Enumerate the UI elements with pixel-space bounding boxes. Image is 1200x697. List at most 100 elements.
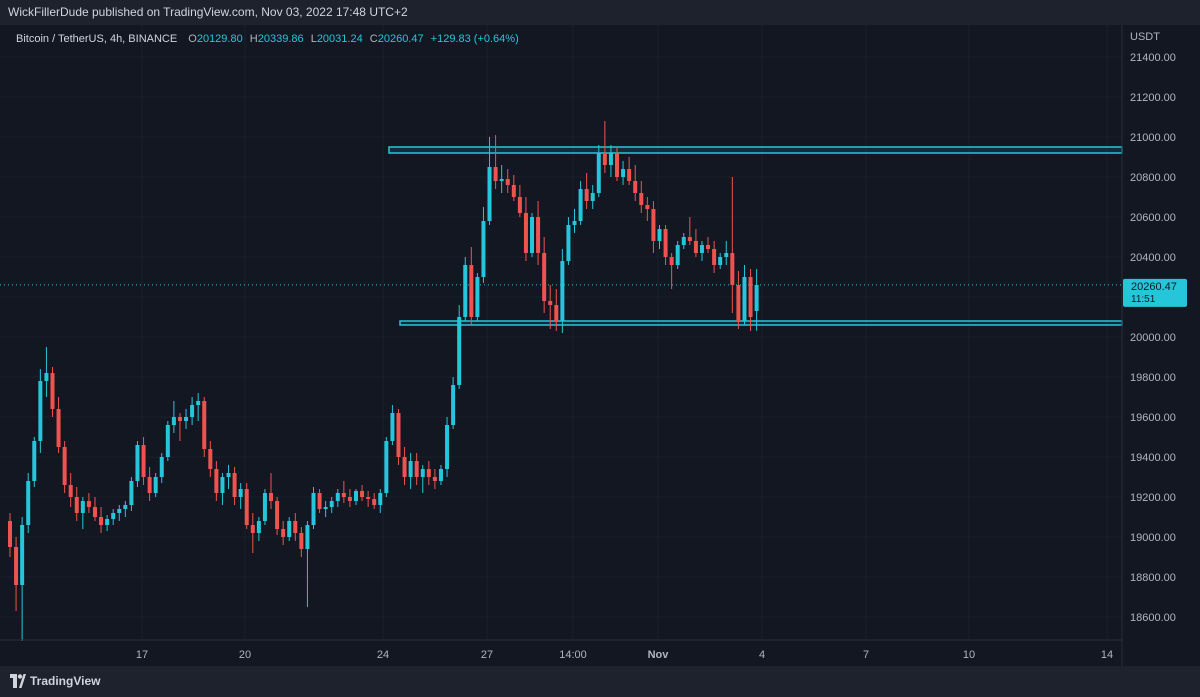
candle-body — [86, 501, 91, 507]
candle-body — [129, 481, 134, 505]
price-tick-label: 19000.00 — [1130, 532, 1176, 544]
candle — [165, 421, 170, 461]
candle — [372, 493, 377, 509]
candle — [335, 489, 340, 507]
candle-body — [177, 417, 182, 421]
candle — [578, 181, 583, 225]
candle — [639, 181, 644, 213]
candle — [420, 465, 425, 493]
candle-body — [8, 521, 12, 547]
candle — [384, 437, 389, 497]
candle — [724, 241, 729, 265]
candle — [487, 137, 492, 225]
candle-body — [657, 229, 662, 241]
candle — [517, 185, 522, 217]
price-tick-label: 19600.00 — [1130, 412, 1176, 424]
candle — [190, 397, 195, 425]
candle — [554, 289, 559, 331]
candle-body — [341, 493, 346, 497]
open-label: O — [188, 33, 197, 45]
candle-body — [724, 253, 729, 257]
candle-body — [754, 284, 759, 312]
candle-body — [329, 501, 334, 507]
candle — [596, 145, 601, 197]
candle-body — [457, 317, 462, 385]
candle-body — [360, 491, 365, 497]
candle-body — [718, 257, 723, 265]
candle-body — [159, 457, 164, 477]
candles — [8, 121, 759, 641]
candle-body — [469, 265, 474, 317]
candle — [542, 237, 547, 313]
candle-body — [712, 249, 717, 265]
time-axis[interactable]: 17 20 24 27 14:00 Nov 4 7 10 14 — [0, 639, 1122, 661]
candle — [451, 377, 456, 429]
candle-body — [742, 277, 747, 321]
candle — [366, 491, 371, 507]
candle-body — [414, 461, 419, 477]
candle — [92, 497, 97, 521]
candle — [566, 217, 571, 265]
candle-body — [275, 501, 280, 529]
candle-body — [256, 521, 261, 533]
candle-body — [14, 547, 19, 585]
candle — [293, 513, 298, 541]
candle-body — [608, 153, 613, 165]
candle — [432, 469, 437, 489]
candle — [68, 473, 73, 507]
candle-body — [687, 237, 692, 241]
candle — [99, 507, 104, 533]
candle — [117, 505, 122, 521]
candle — [615, 147, 619, 181]
last-price-value: 20260.47 — [1131, 281, 1177, 293]
candle-body — [20, 525, 25, 585]
candle — [390, 405, 395, 445]
candle-body — [68, 485, 73, 497]
candle — [378, 489, 383, 513]
candle — [621, 161, 626, 185]
candle-body — [74, 497, 79, 513]
candle-body — [238, 489, 243, 497]
candle — [457, 305, 462, 389]
candle-body — [572, 221, 577, 225]
time-tick-label: 14:00 — [559, 649, 587, 661]
candle-body — [432, 477, 437, 481]
candle-body — [165, 425, 170, 457]
candle — [663, 225, 668, 265]
candle-body — [293, 521, 298, 533]
candle-body — [287, 521, 292, 537]
candle — [80, 497, 85, 529]
candle-body — [232, 473, 237, 497]
chart-pane[interactable]: USDT 21400.00 21200.00 21000.00 20800.00 206… — [0, 25, 1200, 666]
candle-body — [408, 461, 413, 477]
price-axis[interactable]: USDT 21400.00 21200.00 21000.00 20800.00 206… — [1121, 25, 1187, 666]
candle — [250, 513, 255, 553]
candle-body — [250, 525, 255, 533]
candlestick-chart[interactable]: USDT 21400.00 21200.00 21000.00 20800.00 206… — [0, 25, 1200, 666]
candle — [184, 409, 189, 429]
candle-body — [560, 261, 565, 321]
grid — [0, 25, 1122, 640]
candle — [341, 481, 346, 503]
candle-body — [615, 153, 619, 177]
candle-body — [147, 477, 152, 493]
time-tick-label: 7 — [863, 649, 869, 661]
candle — [220, 473, 225, 505]
candle-body — [523, 213, 528, 253]
candle-body — [26, 481, 31, 525]
tradingview-brand: TradingView — [30, 674, 101, 688]
close-value: 20260.47 — [377, 33, 424, 45]
candle — [305, 521, 310, 607]
candle-body — [190, 405, 195, 417]
candle-body — [681, 237, 686, 245]
candle-body — [536, 217, 541, 253]
candle-body — [135, 445, 140, 481]
candle-body — [542, 253, 547, 301]
candle-body — [196, 401, 201, 405]
candle — [669, 253, 674, 289]
candle-body — [493, 167, 498, 181]
candle — [141, 437, 146, 485]
candle-body — [62, 447, 67, 485]
candle-body — [353, 491, 358, 501]
candle-body — [171, 417, 176, 425]
